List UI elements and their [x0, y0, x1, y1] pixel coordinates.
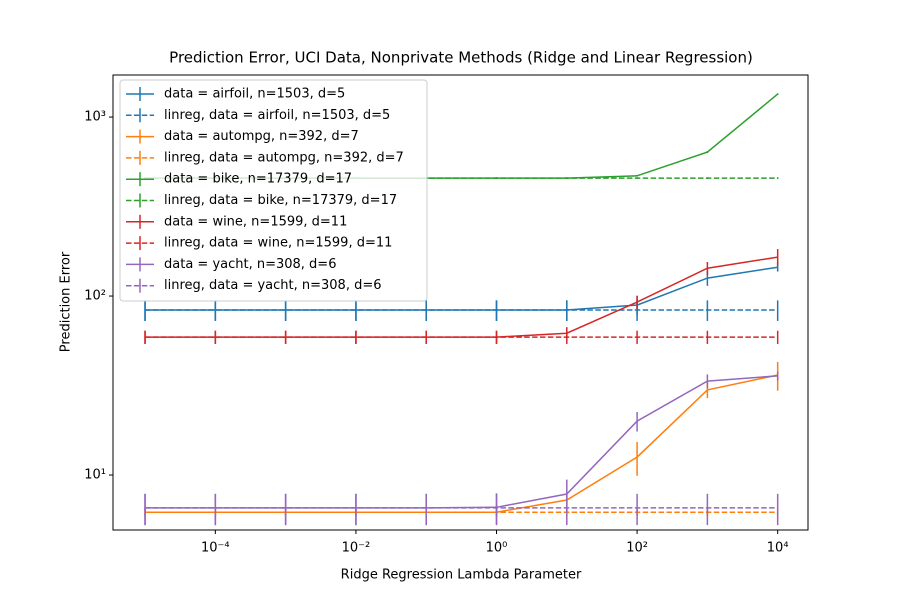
y-tick-label: 10¹ — [84, 468, 106, 483]
x-tick-label: 10⁰ — [486, 541, 508, 556]
legend-label: linreg, data = bike, n=17379, d=17 — [164, 193, 397, 208]
y-tick-label: 10² — [84, 289, 106, 304]
legend-label: data = bike, n=17379, d=17 — [164, 172, 352, 187]
x-tick-label: 10⁻² — [342, 541, 371, 556]
legend-label: linreg, data = yacht, n=308, d=6 — [164, 278, 382, 293]
legend-label: data = autompg, n=392, d=7 — [164, 129, 359, 144]
plot-area — [144, 93, 779, 526]
legend-label: data = yacht, n=308, d=6 — [164, 257, 336, 272]
legend-label: linreg, data = wine, n=1599, d=11 — [164, 236, 392, 251]
x-tick-label: 10⁴ — [767, 541, 789, 556]
x-tick-label: 10² — [626, 541, 648, 556]
legend-label: linreg, data = autompg, n=392, d=7 — [164, 150, 404, 165]
x-tick-label: 10⁻⁴ — [201, 541, 230, 556]
legend-label: linreg, data = airfoil, n=1503, d=5 — [164, 108, 390, 123]
plot-frame — [112, 74, 809, 531]
legend-label: data = wine, n=1599, d=11 — [164, 214, 347, 229]
legend-box — [119, 79, 428, 302]
y-axis-label: Prediction Error — [59, 251, 74, 352]
x-axis-label: Ridge Regression Lambda Parameter — [341, 568, 582, 583]
chart-title: Prediction Error, UCI Data, Nonprivate M… — [169, 49, 753, 67]
legend-label: data = airfoil, n=1503, d=5 — [164, 87, 345, 102]
y-tick-label: 10³ — [84, 110, 106, 125]
